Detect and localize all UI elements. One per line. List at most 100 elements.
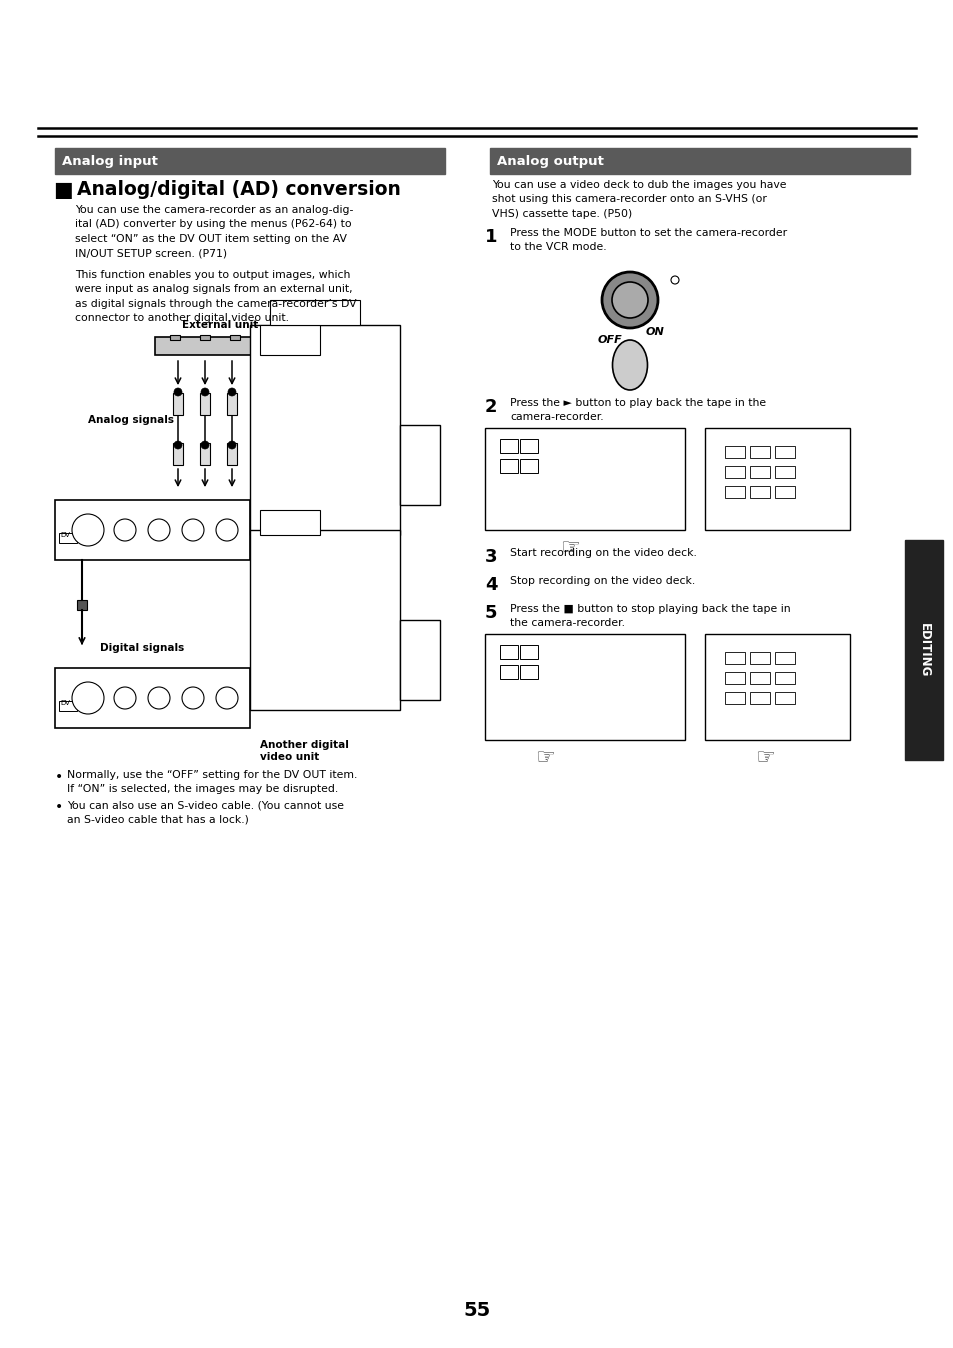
Bar [499, 439, 517, 453]
Text: 5: 5 [484, 604, 497, 621]
Text: 4: 4 [484, 576, 497, 594]
Text: ☞: ☞ [535, 748, 555, 768]
Bar [499, 644, 517, 659]
Bar [749, 692, 769, 704]
Bar [724, 446, 744, 458]
Bar [77, 600, 87, 611]
Bar [499, 460, 517, 473]
Circle shape [113, 519, 136, 541]
Bar [724, 487, 744, 497]
Bar [749, 446, 769, 458]
Bar [704, 634, 849, 740]
Bar [749, 673, 769, 683]
Bar [399, 425, 439, 506]
Circle shape [612, 282, 647, 318]
Bar [170, 336, 180, 340]
Text: ON: ON [645, 328, 663, 337]
Bar [172, 443, 183, 465]
Text: Analog output: Analog output [497, 155, 603, 167]
Bar [724, 692, 744, 704]
Text: Analog input: Analog input [62, 155, 157, 167]
Bar [260, 510, 319, 535]
Bar [227, 443, 236, 465]
Bar [904, 541, 942, 760]
Circle shape [148, 687, 170, 709]
Text: OFF: OFF [597, 336, 621, 345]
Bar [749, 652, 769, 665]
Bar [484, 429, 684, 530]
Bar [55, 500, 250, 559]
Text: 3: 3 [484, 549, 497, 566]
Circle shape [173, 388, 182, 396]
Bar [260, 325, 319, 355]
Bar [774, 466, 794, 479]
Circle shape [201, 441, 209, 449]
Bar [724, 673, 744, 683]
Circle shape [215, 687, 237, 709]
Bar [704, 429, 849, 530]
Bar [200, 394, 210, 415]
Bar [154, 337, 285, 355]
Text: EDITING: EDITING [917, 623, 929, 677]
Bar [724, 652, 744, 665]
Text: Stop recording on the video deck.: Stop recording on the video deck. [510, 576, 695, 586]
Text: •: • [55, 799, 63, 814]
Text: Another digital
video unit: Another digital video unit [260, 740, 349, 762]
Text: •: • [55, 770, 63, 785]
Bar [519, 644, 537, 659]
Bar [55, 148, 444, 174]
Bar [55, 669, 250, 728]
Bar [774, 673, 794, 683]
Bar [59, 701, 77, 710]
Text: Start recording on the video deck.: Start recording on the video deck. [510, 549, 696, 558]
Bar [774, 652, 794, 665]
Bar [490, 148, 909, 174]
Text: ☞: ☞ [754, 748, 774, 768]
Circle shape [71, 514, 104, 546]
Text: 55: 55 [463, 1301, 490, 1320]
Circle shape [173, 441, 182, 449]
Text: DV: DV [60, 532, 70, 538]
Text: You can use the camera-recorder as an analog-dig-
ital (AD) converter by using t: You can use the camera-recorder as an an… [75, 205, 353, 259]
Text: Analog/digital (AD) conversion: Analog/digital (AD) conversion [77, 181, 400, 200]
Bar [724, 466, 744, 479]
Bar [749, 466, 769, 479]
Bar [519, 439, 537, 453]
Text: Press the MODE button to set the camera-recorder
to the VCR mode.: Press the MODE button to set the camera-… [510, 228, 786, 252]
Circle shape [228, 388, 235, 396]
Text: ■: ■ [53, 181, 72, 200]
Circle shape [215, 519, 237, 541]
Circle shape [228, 441, 235, 449]
Bar [774, 446, 794, 458]
Circle shape [670, 276, 679, 284]
Text: You can use a video deck to dub the images you have
shot using this camera-recor: You can use a video deck to dub the imag… [492, 181, 785, 218]
Circle shape [601, 272, 658, 328]
Text: Press the ■ button to stop playing back the tape in
the camera-recorder.: Press the ■ button to stop playing back … [510, 604, 790, 628]
Bar [172, 394, 183, 415]
Text: You can also use an S-video cable. (You cannot use
an S-video cable that has a l: You can also use an S-video cable. (You … [67, 799, 344, 825]
Circle shape [182, 519, 204, 541]
Bar [250, 530, 399, 710]
Circle shape [113, 687, 136, 709]
Text: 2: 2 [484, 398, 497, 417]
Bar [59, 532, 77, 543]
Bar [200, 443, 210, 465]
Circle shape [201, 388, 209, 396]
Bar [774, 692, 794, 704]
Text: Analog signals: Analog signals [88, 415, 173, 425]
Bar [230, 336, 240, 340]
Bar [399, 620, 439, 700]
Circle shape [71, 682, 104, 714]
Bar [749, 487, 769, 497]
Circle shape [148, 519, 170, 541]
Bar [499, 665, 517, 679]
Text: Press the ► button to play back the tape in the
camera-recorder.: Press the ► button to play back the tape… [510, 398, 765, 422]
Text: DV: DV [60, 700, 70, 706]
Bar [200, 336, 210, 340]
Text: External unit: External unit [182, 319, 258, 330]
Bar [270, 301, 359, 325]
Text: This function enables you to output images, which
were input as analog signals f: This function enables you to output imag… [75, 270, 356, 324]
Bar [774, 487, 794, 497]
Bar [519, 665, 537, 679]
Bar [227, 394, 236, 415]
